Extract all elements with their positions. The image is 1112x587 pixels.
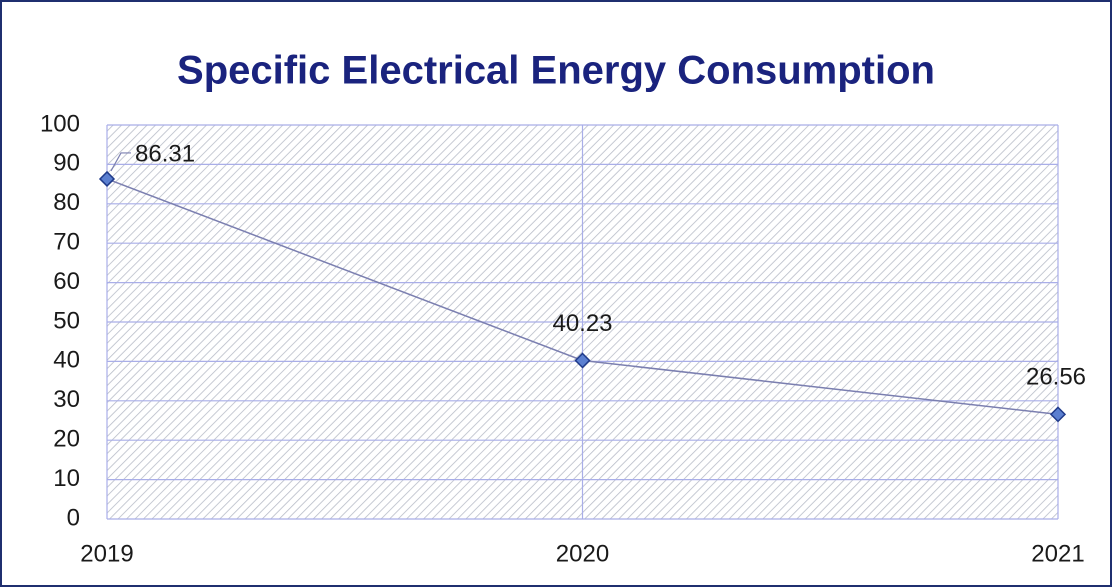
y-tick-label: 80 bbox=[53, 189, 80, 216]
data-label: 26.56 bbox=[1026, 364, 1086, 391]
y-tick-label: 0 bbox=[67, 504, 80, 531]
y-tick-label: 30 bbox=[53, 386, 80, 413]
marker bbox=[574, 352, 591, 369]
y-tick-label: 100 bbox=[40, 110, 80, 137]
x-tick-label: 2021 bbox=[1031, 540, 1084, 567]
y-tick-label: 70 bbox=[53, 229, 80, 256]
y-tick-label: 50 bbox=[53, 307, 80, 334]
y-tick-label: 20 bbox=[53, 426, 80, 453]
y-tick-label: 90 bbox=[53, 150, 80, 177]
y-tick-label: 60 bbox=[53, 268, 80, 295]
data-label: 40.23 bbox=[552, 310, 612, 337]
x-tick-label: 2019 bbox=[80, 540, 133, 567]
y-tick-label: 40 bbox=[53, 347, 80, 374]
leader-line bbox=[110, 152, 131, 172]
x-tick-label: 2020 bbox=[556, 540, 609, 567]
data-label: 86.31 bbox=[135, 140, 195, 167]
marker bbox=[1049, 406, 1067, 423]
chart-title: Specific Electrical Energy Consumption bbox=[177, 49, 935, 93]
marker bbox=[98, 170, 116, 187]
y-tick-label: 10 bbox=[53, 465, 80, 492]
